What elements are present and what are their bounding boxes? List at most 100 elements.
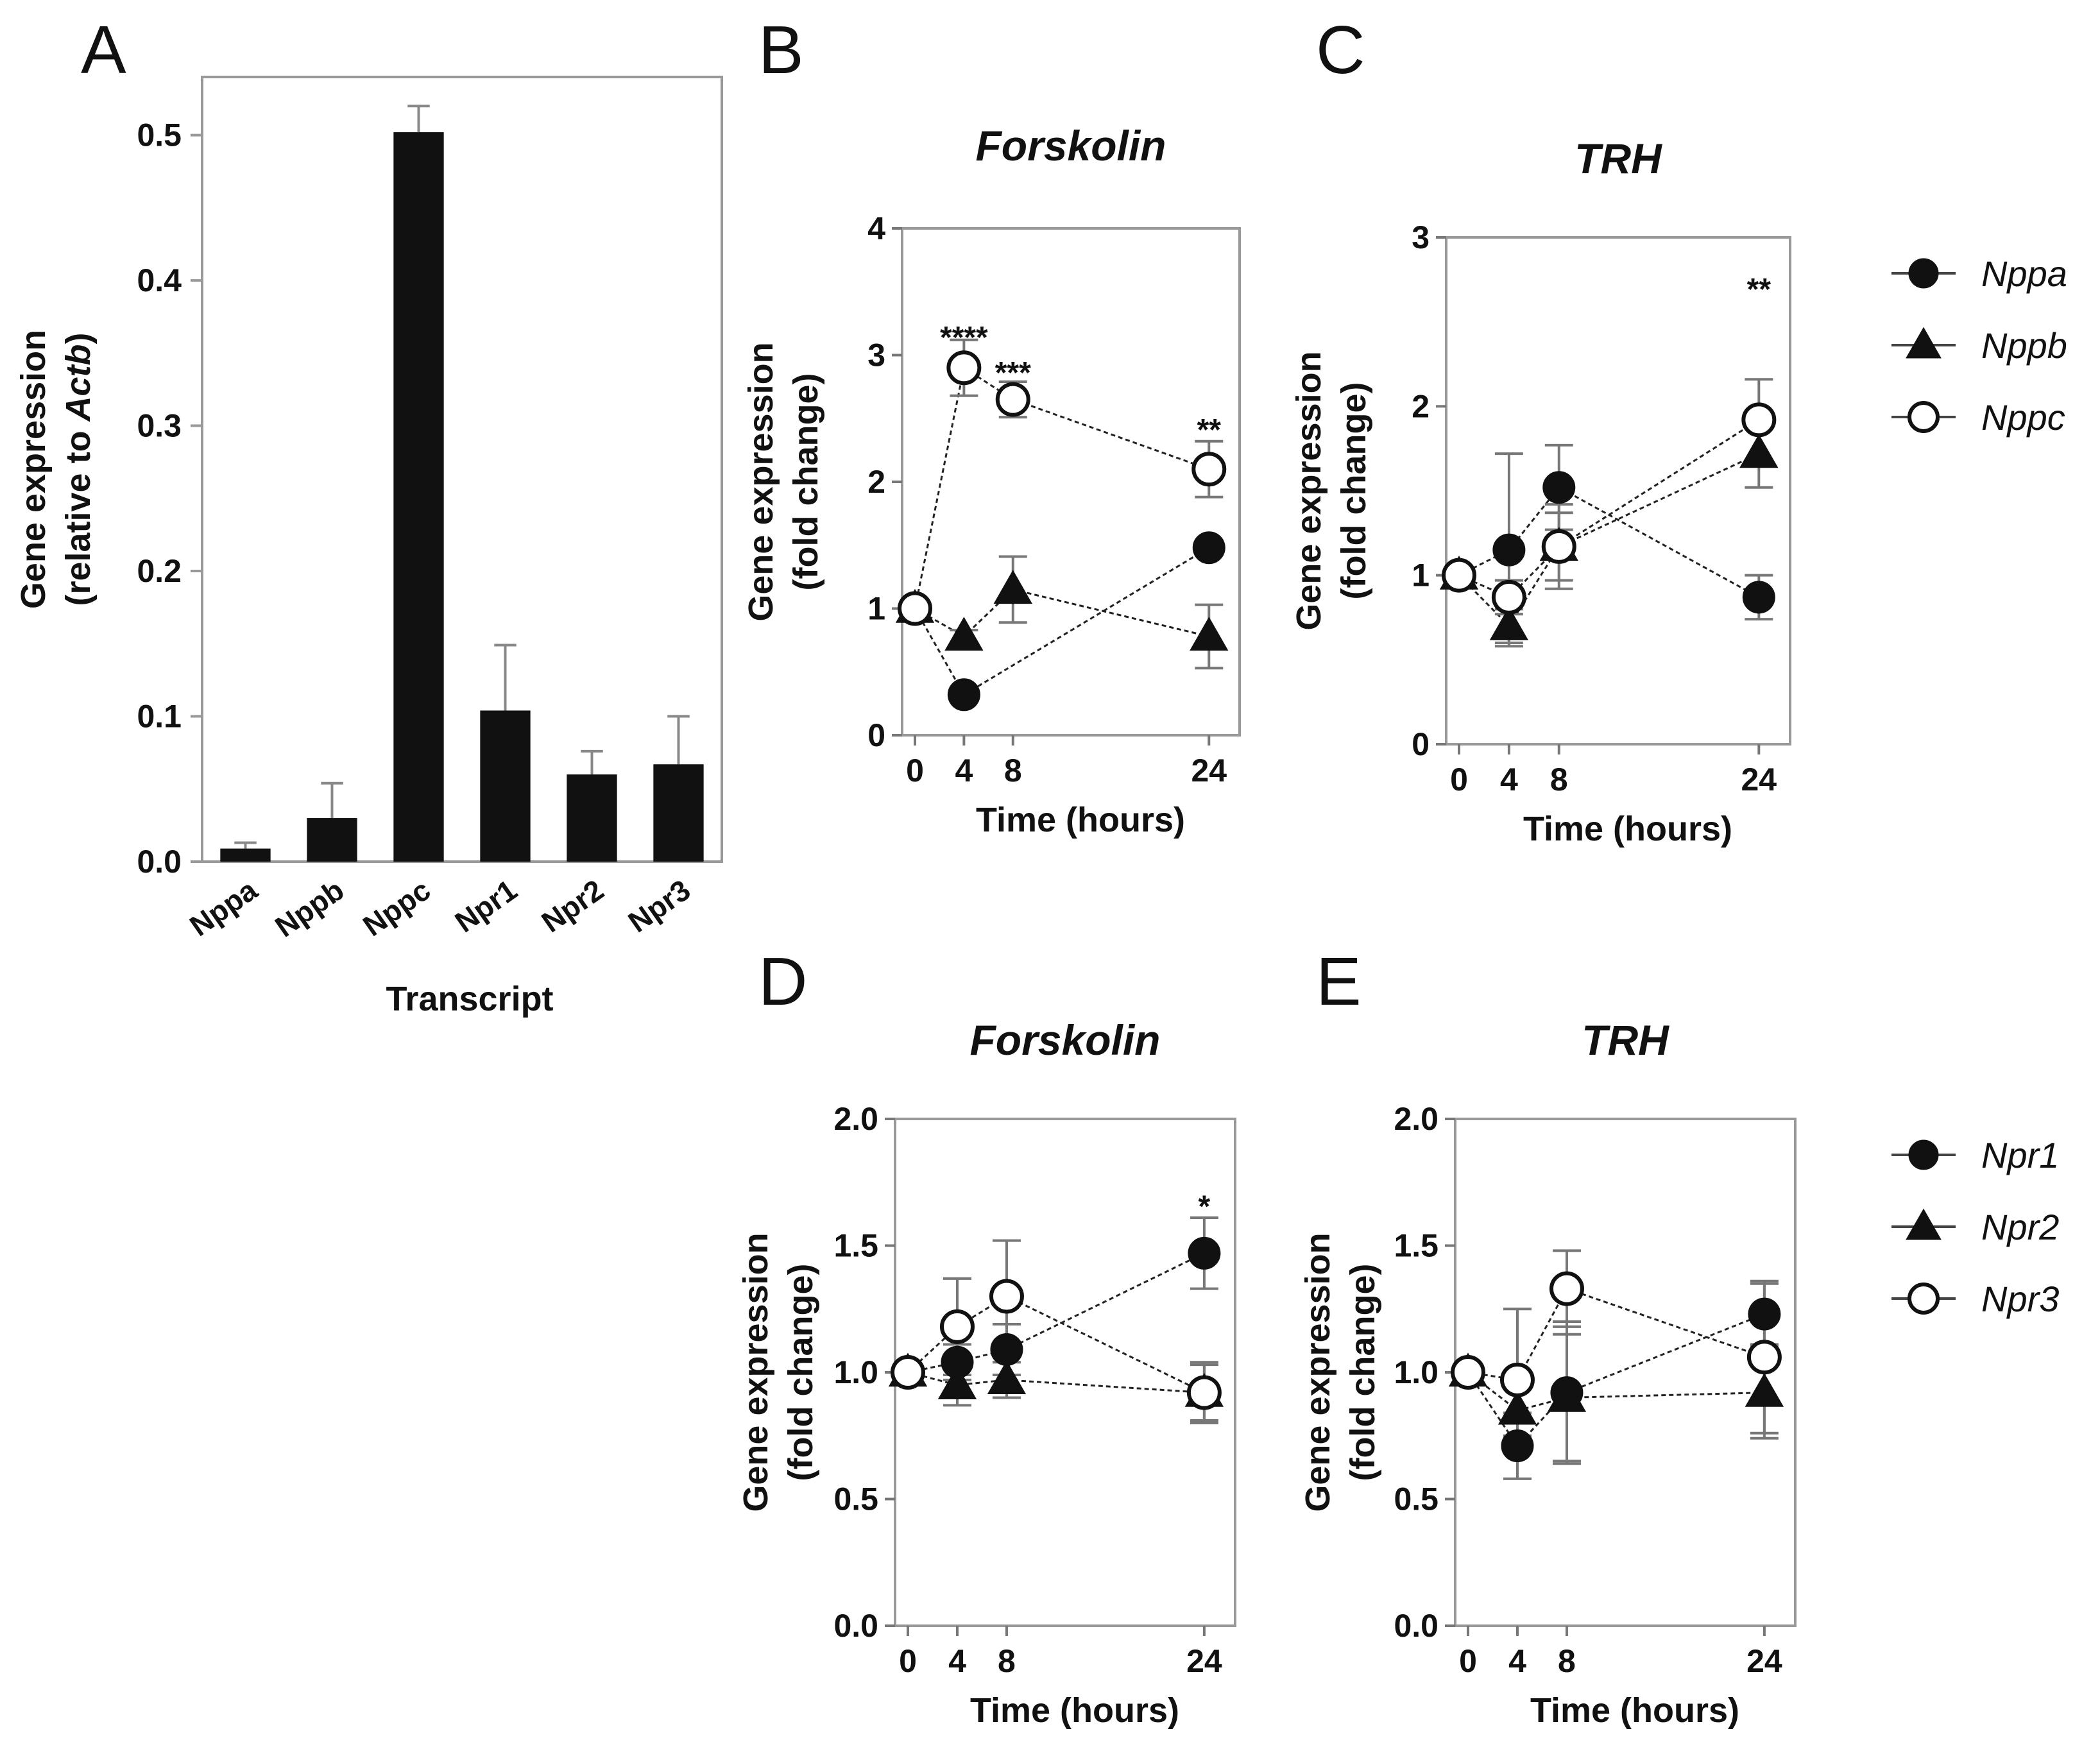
x-tick-label: 24: [1741, 762, 1777, 797]
y-axis-label-part: ): [59, 332, 98, 344]
point-Npr3: [1186, 1375, 1222, 1410]
category-label: Npr2: [536, 873, 610, 939]
series-line-Npr1: [907, 1252, 1205, 1374]
y-tick-label: 0.5: [137, 117, 182, 153]
y-tick-label: 3: [1412, 219, 1430, 255]
series-line-Nppc: [914, 366, 1209, 609]
y-axis-label: Gene expression (fold change): [1290, 351, 1373, 630]
y-tick-label: 4: [867, 210, 885, 246]
point-Npr1: [1501, 1429, 1534, 1463]
legend-label-Npr1: Npr1: [1981, 1135, 2059, 1175]
point-Nppc: [1491, 579, 1526, 615]
series-line-Npr1: [1467, 1313, 1765, 1447]
point-Npr1: [1748, 1297, 1781, 1331]
point-Npr2: [937, 1365, 977, 1399]
y-tick-label: 0.5: [833, 1481, 878, 1517]
point-Nppa: [1192, 531, 1225, 565]
y-tick-label: 0: [867, 717, 885, 753]
x-tick-label: 4: [948, 1643, 966, 1679]
panel-label: E: [1316, 944, 1362, 1019]
category-label: Npr3: [622, 873, 697, 939]
y-axis-label: Gene expression (fold change): [737, 1232, 820, 1512]
point-Npr3: [1499, 1362, 1535, 1397]
significance-annotation: ***: [995, 356, 1031, 390]
point-Npr3: [1746, 1340, 1782, 1375]
y-axis-label: Gene expression (relative to Actb): [14, 330, 98, 609]
point-Nppc: [995, 382, 1030, 417]
legend-top: Nppa Nppb Nppc: [1891, 253, 2067, 438]
significance-annotation: *: [1199, 1189, 1211, 1223]
y-tick-label: 0.0: [137, 844, 182, 880]
x-axis-label: Time (hours): [970, 1691, 1179, 1730]
y-tick-label: 0.2: [137, 553, 182, 589]
legend-marker-Nppa: [1908, 258, 1939, 289]
panel-title: TRH: [1575, 135, 1662, 182]
x-tick-label: 4: [1500, 762, 1518, 797]
category-label: Nppa: [184, 873, 263, 942]
plot-frame: [901, 227, 1241, 737]
y-tick-label: 1: [1412, 558, 1430, 593]
point-Npr3: [939, 1309, 975, 1344]
category-label: Nppb: [269, 873, 350, 944]
point-Nppb: [1190, 617, 1229, 651]
series-line-Nppc: [1458, 419, 1760, 599]
point-Nppa: [1542, 471, 1576, 504]
point-Npr2: [1498, 1390, 1537, 1425]
point-Nppc: [946, 350, 982, 386]
bar-Npr3: [653, 764, 704, 862]
x-axis-label: Time (hours): [1523, 810, 1732, 848]
y-axis-label-line: Gene expression: [737, 1232, 775, 1512]
x-tick-label: 4: [1508, 1643, 1526, 1679]
legend-marker-Nppc: [1908, 401, 1940, 433]
series-line-Npr2: [907, 1371, 1204, 1394]
point-Nppb: [1489, 606, 1529, 640]
series-line-Npr3: [1467, 1287, 1765, 1381]
x-tick-label: 24: [1186, 1643, 1222, 1679]
bar-Npr2: [567, 774, 617, 862]
point-Nppb: [944, 617, 984, 651]
y-tick-label: 0.3: [137, 408, 182, 444]
x-tick-label: 24: [1746, 1643, 1782, 1679]
y-tick-label: 0.0: [1394, 1608, 1438, 1644]
point-Nppc: [1191, 452, 1227, 487]
series-line-Nppb: [914, 588, 1209, 638]
panel-label: D: [758, 944, 808, 1019]
panel-label: A: [81, 12, 126, 88]
x-tick-label: 0: [906, 753, 924, 788]
legend-marker-Nppb: [1906, 327, 1942, 359]
y-tick-label: 1.5: [833, 1228, 878, 1264]
x-tick-label: 8: [1550, 762, 1568, 797]
y-axis-label-line: Gene expression: [14, 330, 53, 609]
y-tick-label: 3: [867, 337, 885, 373]
x-tick-label: 0: [899, 1643, 917, 1679]
category-label: Npr1: [449, 873, 524, 939]
y-axis-label-line: (fold change): [787, 373, 825, 591]
x-tick-label: 8: [1004, 753, 1022, 788]
series-line-Nppa: [914, 547, 1210, 696]
x-tick-label: 4: [955, 753, 973, 788]
y-axis-label-line: (relative to Actb): [59, 332, 98, 606]
y-axis-label: Gene expression (fold change): [1299, 1232, 1382, 1512]
y-tick-label: 2.0: [833, 1101, 878, 1137]
x-tick-label: 8: [1558, 1643, 1576, 1679]
y-tick-label: 0.4: [137, 262, 182, 298]
y-tick-label: 1.0: [833, 1354, 878, 1390]
series-line-Npr2: [1467, 1371, 1764, 1411]
point-Nppc: [1442, 558, 1476, 593]
point-Nppc: [1741, 402, 1777, 438]
point-Nppc: [1541, 529, 1576, 564]
y-axis-label-line: Gene expression: [1299, 1232, 1337, 1512]
legend-label-Nppa: Nppa: [1981, 253, 2067, 294]
bar-Npr1: [480, 710, 531, 862]
significance-annotation: ****: [940, 321, 988, 355]
legend-bottom: Npr1 Npr2 Npr3: [1891, 1135, 2059, 1319]
y-tick-label: 0: [1412, 726, 1430, 762]
y-axis-label-part: (relative to: [59, 421, 98, 606]
plot-frame: [1445, 236, 1791, 746]
x-tick-label: 8: [998, 1643, 1016, 1679]
y-axis-label-line: (fold change): [781, 1264, 820, 1481]
y-tick-label: 2: [867, 464, 885, 500]
